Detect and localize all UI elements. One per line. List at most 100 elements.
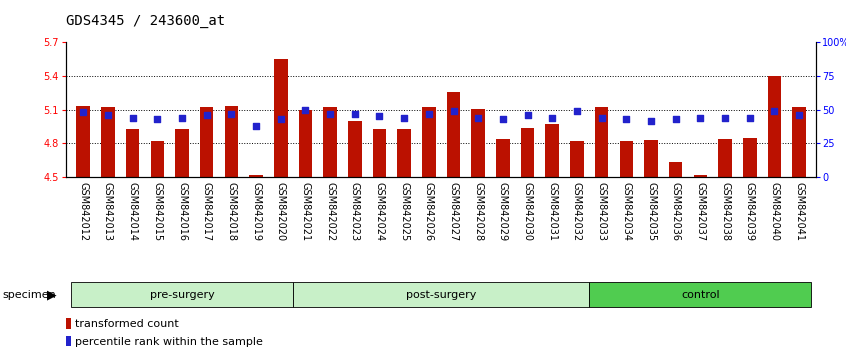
Point [570, 108, 584, 114]
Bar [200, 108, 213, 177]
Point [619, 116, 633, 122]
Bar [521, 128, 535, 177]
Point [151, 116, 164, 122]
Bar [102, 108, 115, 177]
Text: GDS4345 / 243600_at: GDS4345 / 243600_at [66, 14, 225, 28]
Text: transformed count: transformed count [74, 319, 179, 329]
Text: GSM842040: GSM842040 [769, 182, 779, 241]
Bar [224, 106, 239, 177]
Bar [373, 129, 387, 177]
Text: GSM842022: GSM842022 [325, 182, 335, 241]
Bar [619, 141, 633, 177]
Text: post-surgery: post-surgery [406, 290, 476, 300]
Text: GSM842034: GSM842034 [621, 182, 631, 241]
Text: ▶: ▶ [47, 288, 56, 301]
Point [471, 115, 485, 121]
Bar [595, 108, 608, 177]
Text: GSM842018: GSM842018 [227, 182, 236, 241]
Point [200, 112, 213, 118]
FancyBboxPatch shape [590, 282, 811, 307]
Text: GSM842023: GSM842023 [349, 182, 360, 241]
Bar [126, 129, 140, 177]
Text: GSM842041: GSM842041 [794, 182, 804, 241]
Point [669, 116, 683, 122]
Text: specimen: specimen [3, 290, 57, 300]
Bar [76, 106, 90, 177]
Bar [496, 139, 509, 177]
Point [546, 115, 559, 121]
Point [373, 114, 387, 119]
Point [694, 115, 707, 121]
Text: GSM842015: GSM842015 [152, 182, 162, 241]
Bar [422, 108, 436, 177]
Bar [570, 141, 584, 177]
Text: percentile rank within the sample: percentile rank within the sample [74, 337, 262, 347]
Text: GSM842025: GSM842025 [399, 182, 409, 241]
Text: pre-surgery: pre-surgery [150, 290, 214, 300]
Point [398, 115, 411, 121]
Point [299, 107, 312, 113]
Bar [66, 318, 70, 329]
Point [793, 112, 806, 118]
Text: GSM842012: GSM842012 [79, 182, 88, 241]
Text: GSM842027: GSM842027 [448, 182, 459, 241]
Bar [743, 138, 756, 177]
Bar [66, 336, 70, 346]
Bar [175, 129, 189, 177]
Text: GSM842039: GSM842039 [744, 182, 755, 241]
FancyBboxPatch shape [71, 282, 293, 307]
Text: GSM842017: GSM842017 [201, 182, 212, 241]
Point [447, 108, 460, 114]
Text: GSM842037: GSM842037 [695, 182, 706, 241]
Text: GSM842024: GSM842024 [375, 182, 384, 241]
Text: GSM842020: GSM842020 [276, 182, 286, 241]
Point [250, 123, 263, 129]
Bar [447, 92, 460, 177]
Bar [323, 108, 337, 177]
Text: GSM842032: GSM842032 [572, 182, 582, 241]
Bar [694, 175, 707, 177]
Bar [471, 109, 485, 177]
Point [743, 115, 756, 121]
Point [224, 111, 238, 116]
Point [422, 111, 436, 116]
Point [274, 116, 288, 122]
Bar [250, 175, 263, 177]
Text: GSM842035: GSM842035 [646, 182, 656, 241]
Bar [718, 139, 732, 177]
Text: GSM842014: GSM842014 [128, 182, 138, 241]
Bar [793, 108, 806, 177]
Point [718, 115, 732, 121]
Point [323, 111, 337, 116]
Bar [398, 129, 411, 177]
Point [76, 110, 90, 115]
Text: GSM842013: GSM842013 [103, 182, 113, 241]
Point [496, 116, 509, 122]
Text: GSM842026: GSM842026 [424, 182, 434, 241]
Text: GSM842021: GSM842021 [300, 182, 310, 241]
Text: GSM842033: GSM842033 [596, 182, 607, 241]
Text: GSM842031: GSM842031 [547, 182, 558, 241]
Bar [274, 59, 288, 177]
Text: GSM842019: GSM842019 [251, 182, 261, 241]
Bar [348, 121, 361, 177]
Bar [546, 124, 559, 177]
Point [645, 118, 658, 123]
Bar [151, 141, 164, 177]
Text: control: control [681, 290, 720, 300]
Text: GSM842028: GSM842028 [473, 182, 483, 241]
Point [126, 115, 140, 121]
Point [175, 115, 189, 121]
Bar [767, 76, 781, 177]
Point [521, 112, 535, 118]
Text: GSM842036: GSM842036 [671, 182, 681, 241]
Point [348, 111, 361, 116]
Point [595, 115, 608, 121]
Text: GSM842016: GSM842016 [177, 182, 187, 241]
Bar [299, 110, 312, 177]
Text: GSM842038: GSM842038 [720, 182, 730, 241]
Text: GSM842029: GSM842029 [498, 182, 508, 241]
Point [102, 112, 115, 118]
Point [767, 108, 781, 114]
FancyBboxPatch shape [293, 282, 590, 307]
